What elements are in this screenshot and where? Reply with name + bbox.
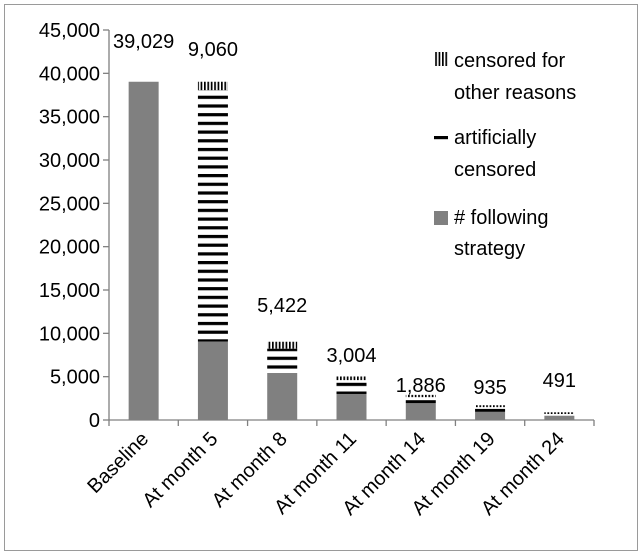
data-label: 1,886	[396, 375, 446, 397]
y-tick-label: 35,000	[39, 107, 100, 129]
bar-following-strategy	[267, 373, 298, 420]
bars	[128, 81, 575, 421]
bar-censored-other	[405, 394, 436, 398]
y-tick-label: 10,000	[39, 323, 100, 345]
bar-following-strategy	[544, 415, 575, 420]
y-tick-label: 5,000	[50, 367, 100, 389]
data-labels: 39,029 9,060 5,422 3,004 1,886 935 491	[113, 31, 576, 399]
legend-label-censored-other-2: other reasons	[454, 82, 576, 104]
y-axis: 0 5,000 10,000 15,000 20,000 25,000 30,000 35,0…	[39, 20, 110, 432]
y-tick-label: 45,000	[39, 20, 100, 42]
data-label: 935	[473, 377, 506, 399]
y-tick-label: 40,000	[39, 63, 100, 85]
data-label: 3,004	[326, 345, 376, 367]
bar-censored-other	[544, 412, 575, 415]
x-tick-label: Baseline	[83, 428, 153, 498]
legend: censored for other reasons artificially …	[434, 50, 576, 260]
y-tick-label: 25,000	[39, 193, 100, 215]
y-tick-label: 20,000	[39, 237, 100, 259]
legend-label-following-2: strategy	[454, 238, 525, 260]
data-label: 491	[543, 370, 576, 392]
legend-label-following-1: # following	[454, 207, 549, 229]
legend-swatch-following	[434, 211, 448, 225]
bar-following-strategy	[336, 393, 367, 420]
bar-censored-other	[336, 376, 367, 381]
legend-label-artificial-1: artificially	[454, 127, 536, 149]
legend-swatch-censored-other	[434, 52, 448, 66]
y-tick-label: 0	[89, 410, 100, 432]
data-label: 5,422	[257, 295, 307, 317]
bar-artificially-censored	[197, 90, 228, 342]
bar-censored-other	[197, 81, 228, 91]
legend-label-censored-other-1: censored for	[454, 50, 566, 72]
bar-following-strategy	[405, 403, 436, 420]
y-tick-label: 15,000	[39, 280, 100, 302]
bar-censored-other	[475, 405, 506, 408]
bar-artificially-censored	[405, 397, 436, 404]
bar-censored-other	[267, 341, 298, 349]
y-tick-label: 30,000	[39, 150, 100, 172]
legend-swatch-artificial-stripe	[434, 136, 448, 140]
data-label: 9,060	[188, 39, 238, 61]
legend-label-artificial-2: censored	[454, 159, 536, 181]
chart-frame	[4, 4, 638, 551]
data-label: 39,029	[113, 31, 174, 53]
bar-following-strategy	[475, 411, 506, 420]
bar-following-strategy	[128, 81, 159, 421]
bar-artificially-censored	[267, 348, 298, 374]
bar-artificially-censored	[544, 414, 575, 416]
bar-artificially-censored	[475, 407, 506, 412]
bar-following-strategy	[197, 341, 228, 420]
bar-artificially-censored	[336, 380, 367, 394]
